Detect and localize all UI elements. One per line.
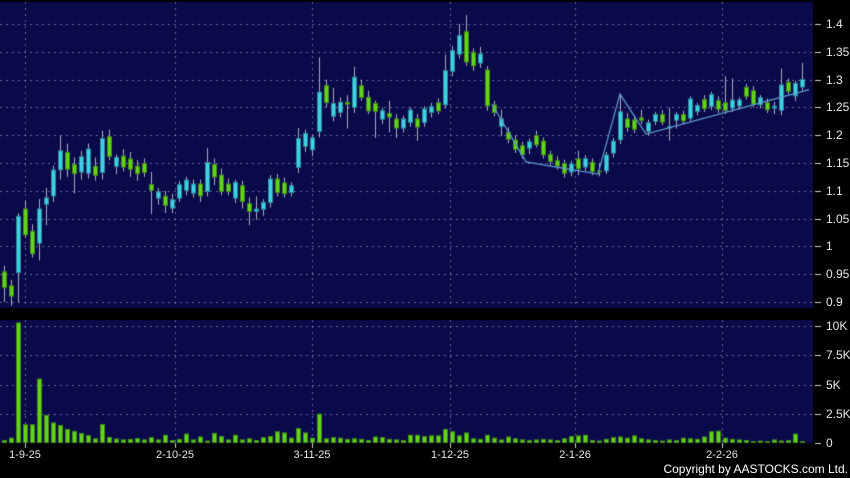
price-axis-label: 1.15 [826, 156, 850, 170]
volume-axis-label: 10K [826, 319, 848, 333]
price-axis-label: 1.25 [826, 100, 850, 115]
copyright-notice: Copyright by AASTOCKS.com Ltd. [663, 462, 848, 476]
price-axis-label: 1.35 [826, 44, 850, 59]
date-axis-label: 1-9-25 [9, 449, 41, 461]
date-axis-label: 3-11-25 [293, 449, 331, 461]
price-axis-label: 1.4 [826, 17, 843, 31]
price-axis-label: 0.95 [826, 267, 850, 282]
price-axis-label: 1.3 [826, 72, 843, 87]
price-axis-label: 1 [826, 239, 833, 254]
price-axis-label: 1.1 [826, 183, 843, 198]
price-axis-label: 1.05 [826, 211, 850, 226]
volume-axis-label: 0 [826, 436, 833, 450]
volume-axis-label: 5K [826, 377, 841, 392]
date-axis-label: 2-2-26 [706, 449, 738, 461]
price-axis-label: 1.2 [826, 128, 843, 143]
price-axis-label: 0.9 [826, 295, 843, 309]
date-axis-label: 2-1-26 [559, 449, 591, 461]
date-axis-label: 1-12-25 [431, 449, 469, 461]
date-axis-label: 2-10-25 [156, 449, 194, 461]
volume-axis-label: 2.5K [826, 406, 850, 421]
volume-axis-label: 7.5K [826, 348, 850, 363]
